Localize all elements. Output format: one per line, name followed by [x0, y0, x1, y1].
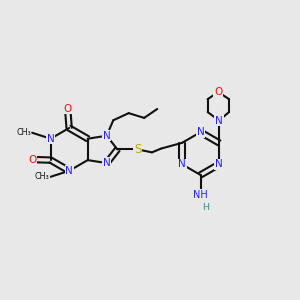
- Text: N: N: [65, 166, 73, 176]
- Text: NH: NH: [193, 190, 208, 200]
- Text: N: N: [103, 158, 111, 168]
- Text: N: N: [47, 134, 55, 144]
- Text: CH₃: CH₃: [16, 128, 31, 137]
- Text: O: O: [64, 104, 72, 114]
- Text: N: N: [197, 127, 204, 137]
- Text: N: N: [215, 159, 223, 169]
- Text: S: S: [134, 143, 141, 156]
- Text: N: N: [215, 116, 223, 126]
- Text: N: N: [103, 131, 111, 141]
- Text: CH₃: CH₃: [35, 172, 50, 181]
- Text: H: H: [202, 203, 209, 212]
- Text: O: O: [28, 154, 36, 164]
- Text: N: N: [178, 159, 186, 169]
- Text: O: O: [214, 87, 223, 97]
